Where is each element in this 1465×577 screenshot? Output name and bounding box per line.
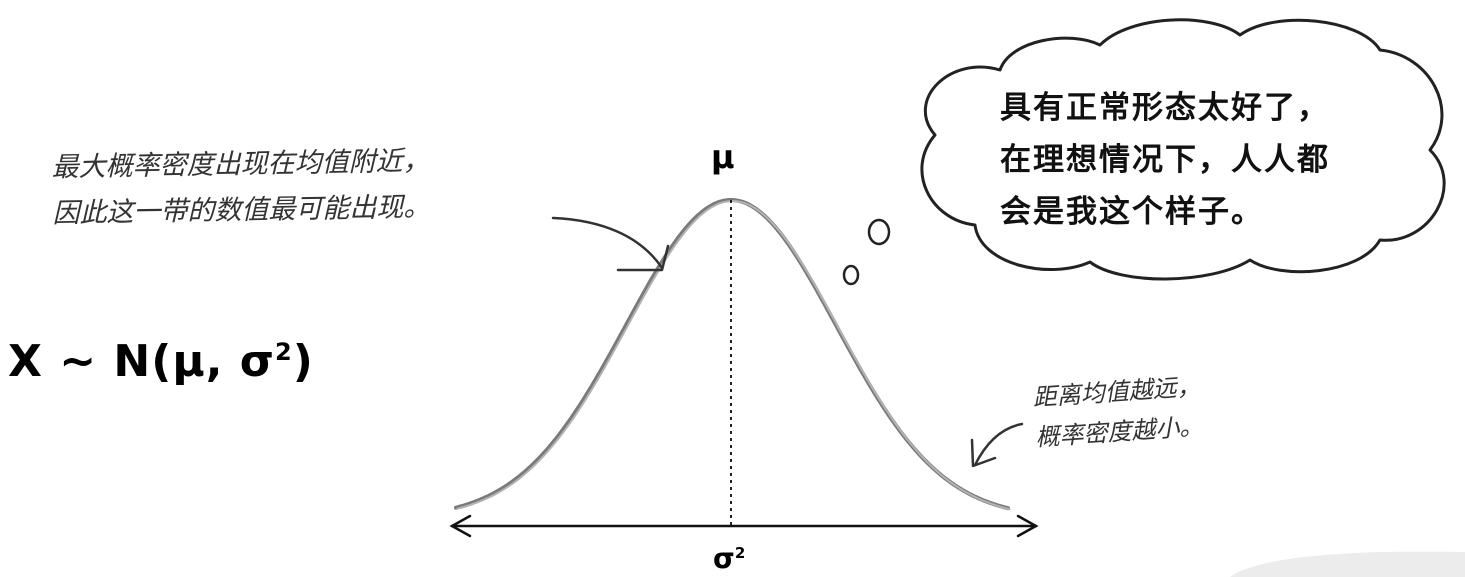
thought-bubble-large — [867, 218, 891, 246]
tail-annotation: 距离均值越远， 概率密度越小。 — [1031, 366, 1204, 458]
thought-bubble-small — [842, 264, 860, 286]
peak-arrow — [551, 216, 664, 270]
thought-line-1: 具有正常形态太好了， — [1000, 90, 1330, 126]
sigma-exponent: 2 — [734, 544, 746, 562]
bell-curve — [454, 198, 1011, 511]
thought-cloud — [920, 18, 1446, 281]
background-smudge — [1230, 551, 1465, 577]
peak-annotation-line-2: 因此这一带的数值最可能出现。 — [52, 191, 431, 230]
mu-label: μ — [711, 138, 735, 176]
thought-cloud-text: 具有正常形态太好了， 在理想情况下，人人都 会是我这个样子。 — [1000, 82, 1330, 238]
thought-line-2: 在理想情况下，人人都 — [1000, 142, 1330, 178]
peak-annotation-line-1: 最大概率密度出现在均值附近， — [51, 145, 430, 184]
peak-arrow-head — [616, 244, 670, 272]
thought-line-3: 会是我这个样子。 — [1000, 194, 1264, 230]
tail-arrow-head — [970, 438, 997, 468]
sigma-label: σ2 — [713, 542, 745, 575]
tail-arrow — [973, 422, 1024, 467]
peak-annotation: 最大概率密度出现在均值附近， 因此这一带的数值最可能出现。 — [51, 139, 431, 238]
distribution-formula: X ~ N(μ, σ2) — [8, 336, 314, 387]
formula-exponent: 2 — [275, 338, 293, 366]
x-axis — [449, 514, 1039, 538]
formula-close: ) — [292, 336, 314, 387]
sigma-base: σ — [713, 542, 735, 575]
formula-main: X ~ N(μ, σ — [8, 336, 276, 387]
